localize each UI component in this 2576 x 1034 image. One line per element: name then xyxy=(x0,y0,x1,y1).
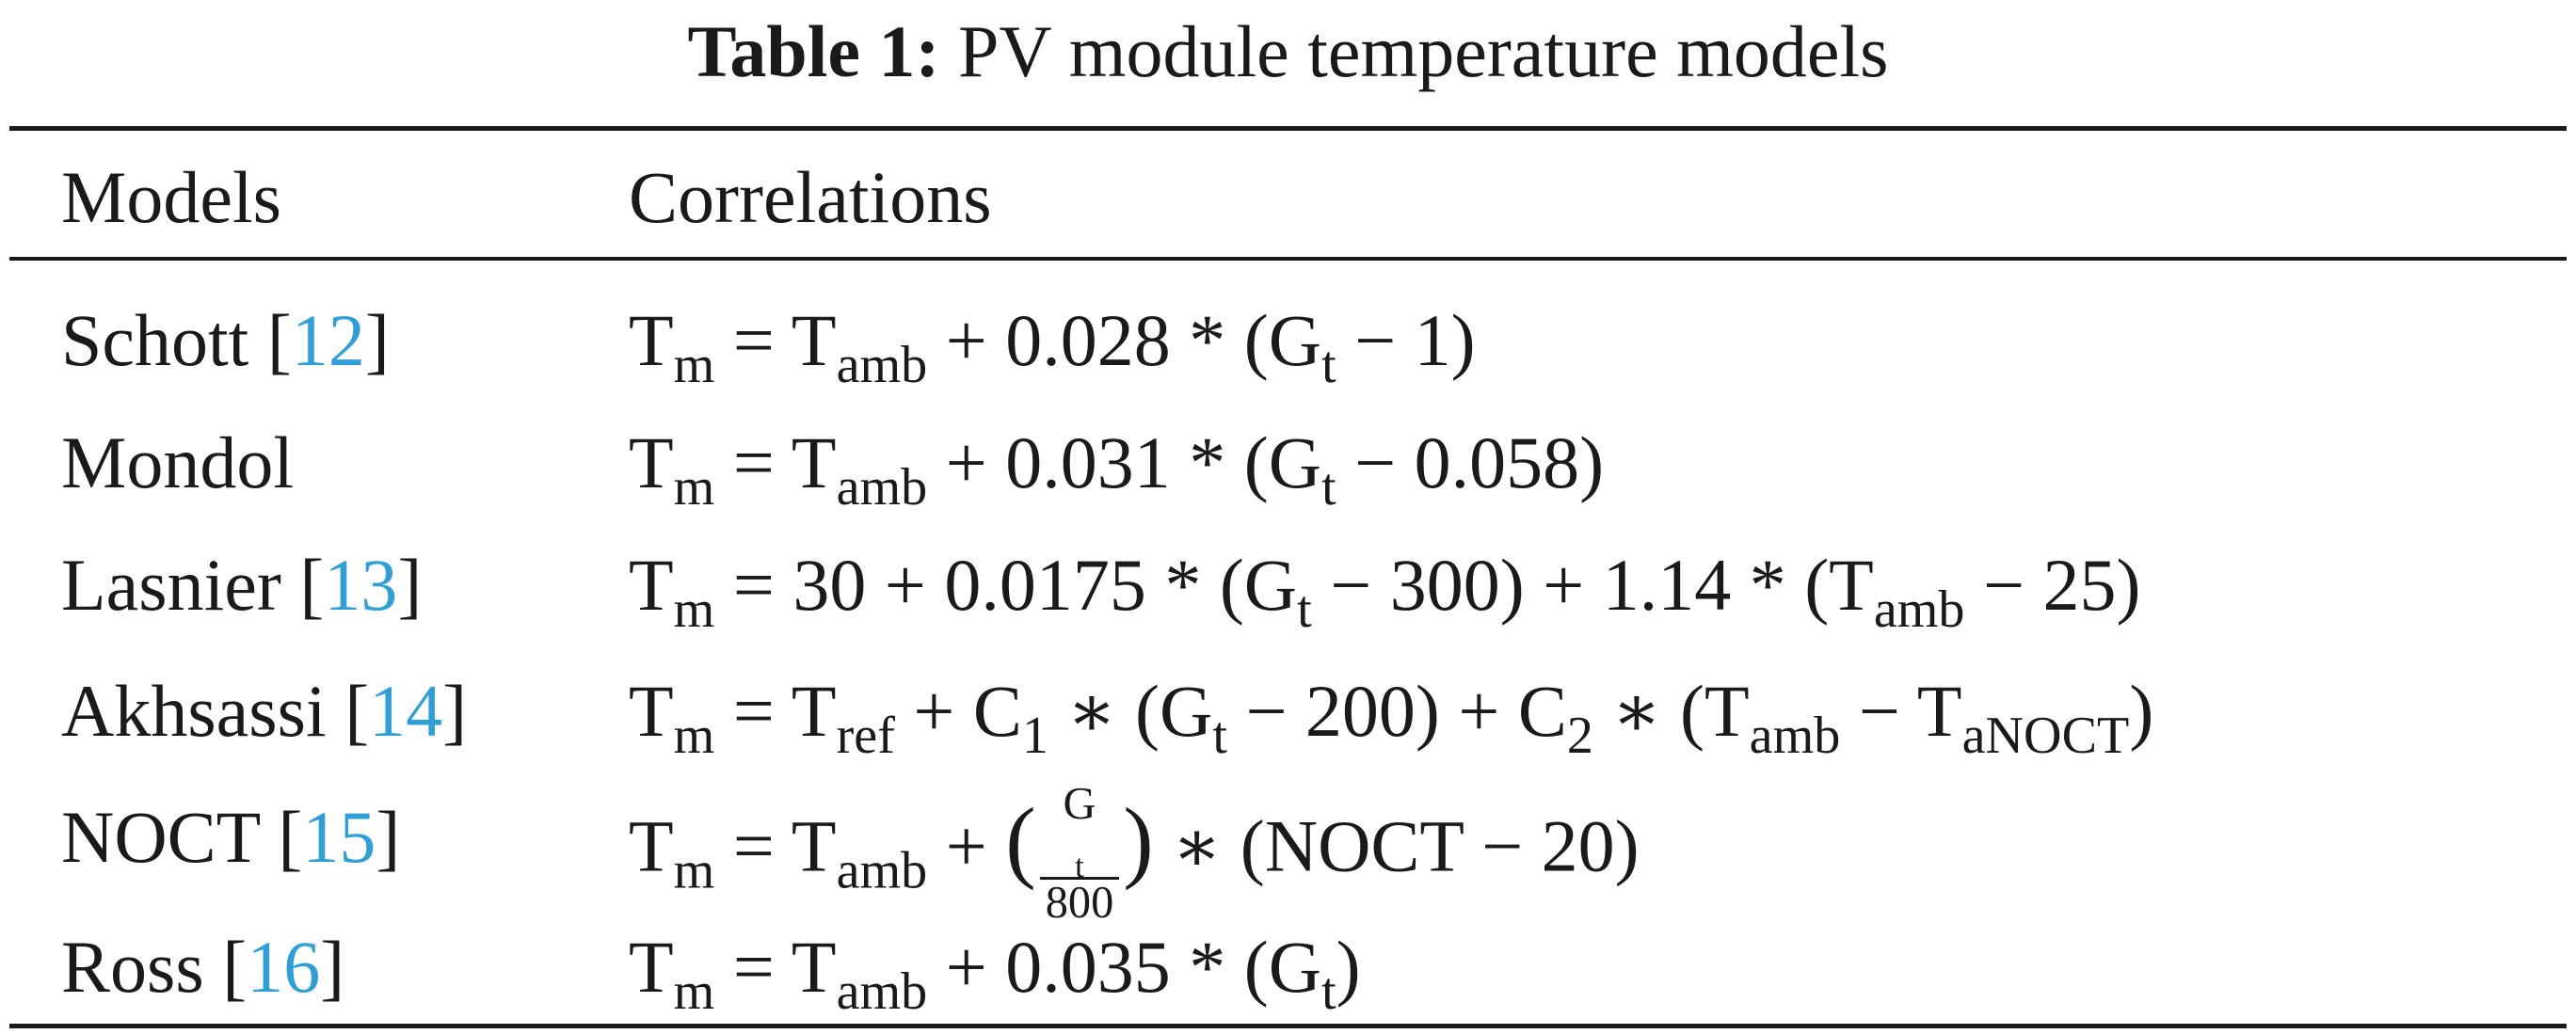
eq-text: = T xyxy=(714,670,837,752)
table-caption: Table 1: PV module temperature models xyxy=(0,0,2576,103)
eq-text: T xyxy=(629,804,674,887)
eq-text: T xyxy=(629,299,674,381)
model-cell: Schott [12] xyxy=(61,299,390,381)
eq-text: = T xyxy=(714,299,837,381)
model-name: Lasnier xyxy=(61,544,281,626)
model-cell: NOCT [15] xyxy=(61,796,401,878)
eq-text: + xyxy=(927,804,1006,887)
eq-sub: amb xyxy=(1873,580,1965,639)
bottom-rule xyxy=(9,1024,2567,1028)
correlation-cell: Tm = Tref + C1 ∗ (Gt − 200) + C2 ∗ (Tamb… xyxy=(629,655,2153,768)
model-name: Akhsassi xyxy=(61,670,327,752)
eq-text: = T xyxy=(714,804,837,887)
eq-sub: m xyxy=(673,706,715,765)
citation-link[interactable]: 15 xyxy=(302,796,376,878)
eq-text: = T xyxy=(714,926,837,1008)
table-row: Lasnier [13] Tm = 30 + 0.0175 * (Gt − 30… xyxy=(0,529,2576,642)
eq-text: T xyxy=(629,926,674,1008)
table-row: Akhsassi [14] Tm = Tref + C1 ∗ (Gt − 200… xyxy=(0,655,2576,768)
fraction-denominator: 800 xyxy=(1045,877,1114,928)
model-cell: Ross [16] xyxy=(61,926,345,1008)
eq-text: ∗ (G xyxy=(1048,670,1213,752)
eq-sub: aNOCT xyxy=(1961,706,2130,765)
eq-sub: t xyxy=(1212,706,1227,765)
model-name: Mondol xyxy=(61,422,295,503)
eq-sub: t xyxy=(1297,580,1312,639)
eq-text: − T xyxy=(1840,670,1962,752)
eq-sub: t xyxy=(1075,847,1084,884)
eq-sub: ref xyxy=(836,706,895,765)
eq-text: − 300) + 1.14 * (T xyxy=(1311,544,1874,626)
table-row: Schott [12] Tm = Tamb + 0.028 * (Gt − 1) xyxy=(0,284,2576,397)
eq-text: = 30 + 0.0175 * (G xyxy=(714,544,1298,626)
correlation-cell: Tm = Tamb + 0.028 * (Gt − 1) xyxy=(629,284,1476,397)
header-models: Models xyxy=(61,156,281,238)
eq-text: − 200) + C xyxy=(1226,670,1567,752)
citation-link[interactable]: 13 xyxy=(324,544,398,626)
eq-sub: amb xyxy=(836,962,928,1021)
model-cell: Mondol xyxy=(61,406,294,519)
eq-sub: 1 xyxy=(1021,706,1048,765)
eq-sub: m xyxy=(673,841,715,900)
eq-text: + C xyxy=(894,670,1022,752)
open-paren: ( xyxy=(1005,789,1036,892)
header-rule xyxy=(9,257,2567,261)
citation-link[interactable]: 12 xyxy=(291,299,365,381)
header-correlations: Correlations xyxy=(629,156,992,238)
eq-text: ) xyxy=(2129,670,2154,752)
model-cell: Lasnier [13] xyxy=(61,544,423,626)
eq-sub: 2 xyxy=(1566,706,1593,765)
correlation-cell: Tm = 30 + 0.0175 * (Gt − 300) + 1.14 * (… xyxy=(629,529,2140,642)
header-row: Models Correlations xyxy=(0,141,2576,254)
top-rule xyxy=(9,126,2567,131)
eq-text: ∗ (NOCT − 20) xyxy=(1153,804,1640,887)
eq-text: + 0.028 * (G xyxy=(927,299,1322,381)
eq-sub: t xyxy=(1321,335,1336,394)
model-name: Schott xyxy=(61,299,249,381)
model-name: Ross xyxy=(61,926,204,1008)
eq-sub: m xyxy=(673,335,715,394)
eq-text: T xyxy=(629,422,674,503)
caption-label: Table 1: xyxy=(687,10,940,92)
correlation-cell: Tm = Tamb + 0.035 * (Gt) xyxy=(629,911,1361,1024)
eq-sub: t xyxy=(1321,457,1336,517)
citation-link[interactable]: 14 xyxy=(369,670,443,752)
eq-text: + 0.031 * (G xyxy=(927,422,1322,503)
eq-sub: m xyxy=(673,457,715,517)
eq-text: T xyxy=(629,670,674,752)
correlation-cell: Tm = Tamb + 0.031 * (Gt − 0.058) xyxy=(629,406,1604,519)
eq-sub: m xyxy=(673,962,715,1021)
eq-text: ∗ (T xyxy=(1593,670,1750,752)
eq-sub: amb xyxy=(836,335,928,394)
eq-sub: amb xyxy=(1749,706,1841,765)
eq-text: − 25) xyxy=(1964,544,2141,626)
close-paren: ) xyxy=(1123,789,1154,892)
eq-text: + 0.035 * (G xyxy=(927,926,1322,1008)
eq-sub: amb xyxy=(836,841,928,900)
eq-text: − 0.058) xyxy=(1336,422,1605,503)
eq-text: ) xyxy=(1336,926,1361,1008)
eq-sub: t xyxy=(1321,962,1336,1021)
eq-text: T xyxy=(629,544,674,626)
model-name: NOCT xyxy=(61,796,260,878)
model-cell: Akhsassi [14] xyxy=(61,670,468,752)
eq-sub: m xyxy=(673,580,715,639)
eq-text: = T xyxy=(714,422,837,503)
citation-link[interactable]: 16 xyxy=(247,926,321,1008)
eq-text: G xyxy=(1063,779,1096,829)
eq-text: − 1) xyxy=(1336,299,1476,381)
table-row: Ross [16] Tm = Tamb + 0.035 * (Gt) xyxy=(0,911,2576,1024)
eq-sub: amb xyxy=(836,457,928,517)
caption-title: PV module temperature models xyxy=(957,10,1889,92)
table-row: Mondol Tm = Tamb + 0.031 * (Gt − 0.058) xyxy=(0,406,2576,519)
